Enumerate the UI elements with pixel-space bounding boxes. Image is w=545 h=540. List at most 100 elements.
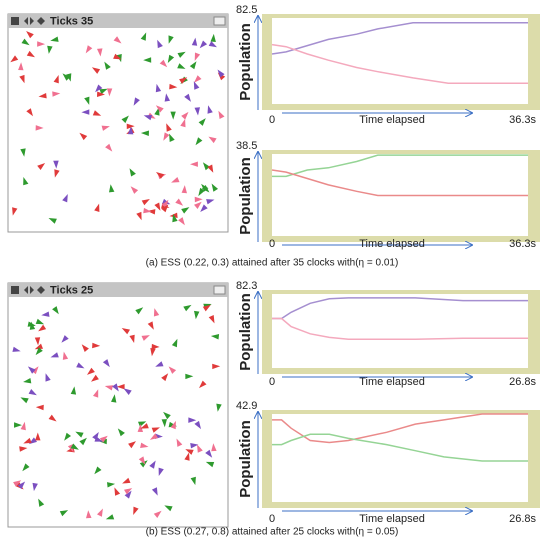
agent xyxy=(202,162,210,171)
agent xyxy=(194,196,203,203)
agent xyxy=(23,177,29,186)
agent xyxy=(26,31,34,39)
agent xyxy=(52,306,59,315)
agent xyxy=(181,111,189,120)
agent xyxy=(208,41,217,48)
world-frame xyxy=(7,282,229,528)
agent xyxy=(218,110,225,119)
agent xyxy=(111,394,117,403)
agent xyxy=(19,74,25,84)
series-line xyxy=(271,43,528,84)
agent xyxy=(198,187,205,197)
agent xyxy=(79,132,88,141)
agent xyxy=(62,194,68,203)
agent xyxy=(163,411,171,420)
agent xyxy=(104,61,111,70)
agent xyxy=(200,204,208,212)
agent xyxy=(121,115,129,124)
x-tick-label: 36.3s xyxy=(509,238,536,250)
series-line xyxy=(271,169,528,197)
world-titlebar xyxy=(8,283,228,297)
agent xyxy=(158,467,164,476)
agent xyxy=(126,123,135,130)
x-axis-label: Time elapsed xyxy=(359,238,425,250)
agent xyxy=(194,201,202,209)
agent xyxy=(124,488,133,495)
agent xyxy=(109,184,115,193)
agent xyxy=(135,307,144,315)
agent xyxy=(194,75,202,83)
agent xyxy=(161,373,169,382)
agent xyxy=(217,69,225,78)
agent xyxy=(70,386,77,395)
agent xyxy=(188,417,197,423)
agent xyxy=(168,366,177,374)
agent xyxy=(205,461,215,468)
agent xyxy=(62,351,69,360)
agent xyxy=(156,172,165,179)
agent xyxy=(190,443,199,449)
agent xyxy=(81,109,90,115)
agent xyxy=(198,118,206,126)
agent xyxy=(161,419,167,428)
agent xyxy=(75,431,84,438)
agent xyxy=(207,105,213,114)
agent xyxy=(87,367,95,375)
x-tick-label: 0 xyxy=(269,376,275,388)
agent xyxy=(50,36,59,42)
agent xyxy=(210,334,220,340)
agent xyxy=(172,213,178,223)
agent xyxy=(10,55,19,63)
agent xyxy=(137,424,143,432)
agent xyxy=(193,81,200,90)
agent xyxy=(59,510,69,517)
x-tick-label: 26.8s xyxy=(509,513,536,525)
agent xyxy=(143,115,153,121)
agent xyxy=(147,321,154,330)
agent xyxy=(35,125,44,131)
agent xyxy=(178,217,185,226)
agent xyxy=(212,363,221,370)
agent xyxy=(116,384,125,390)
agent xyxy=(34,337,41,346)
agent xyxy=(91,374,99,382)
agent xyxy=(12,207,18,216)
agent xyxy=(19,446,28,452)
agent xyxy=(102,359,110,368)
titlebar-button xyxy=(213,285,226,295)
agent xyxy=(113,53,122,60)
world-titlebar xyxy=(8,14,228,28)
titlebar-icon xyxy=(37,17,45,25)
agent xyxy=(32,482,38,492)
agent xyxy=(167,54,175,63)
agent xyxy=(101,125,110,131)
agent xyxy=(48,414,57,422)
agent xyxy=(97,508,103,517)
titlebar-icon xyxy=(11,17,19,25)
agent xyxy=(47,45,53,54)
agent xyxy=(157,39,163,49)
agent xyxy=(184,452,190,461)
caption: (b) ESS (0.27, 0.8) attained after 25 cl… xyxy=(146,527,399,538)
series-line xyxy=(272,154,528,178)
agent xyxy=(153,308,160,317)
plot-area xyxy=(272,294,528,368)
agent xyxy=(35,404,44,411)
agent xyxy=(164,505,173,512)
agent xyxy=(130,186,139,194)
titlebar-button xyxy=(213,16,226,26)
agent xyxy=(12,346,21,352)
agent xyxy=(140,442,149,448)
series-line xyxy=(272,297,528,320)
agent xyxy=(95,84,103,93)
agent xyxy=(190,161,198,167)
agent xyxy=(107,482,116,488)
agent xyxy=(86,510,92,519)
agent xyxy=(20,397,29,404)
agent xyxy=(184,93,191,102)
agent xyxy=(175,198,184,206)
agent xyxy=(151,343,160,350)
agent xyxy=(84,96,90,105)
agent xyxy=(14,422,22,428)
agent xyxy=(199,40,208,49)
